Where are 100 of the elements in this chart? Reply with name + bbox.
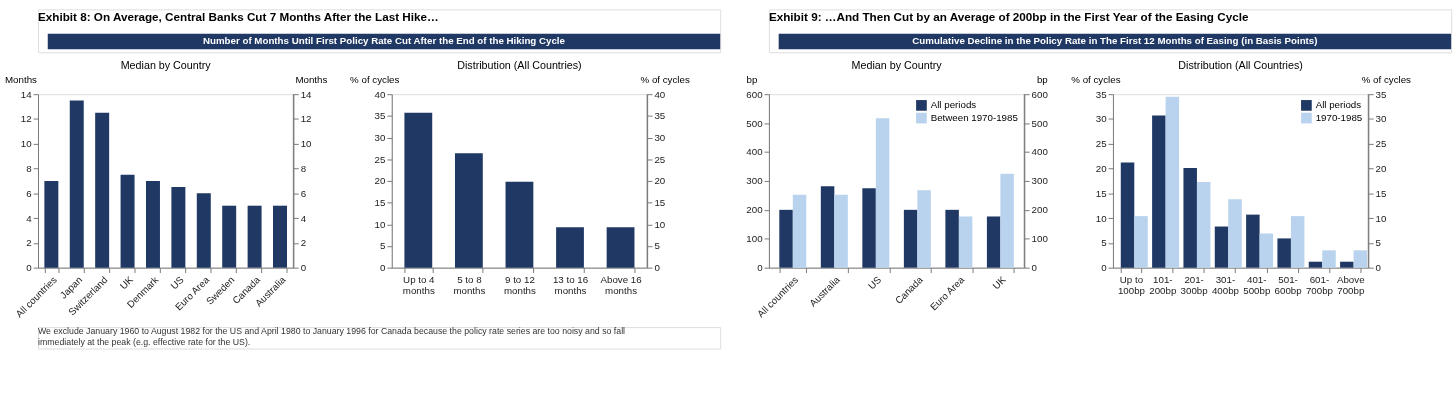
x-tick-label: 601-700bp [1305, 273, 1333, 297]
bar [875, 118, 890, 268]
y-tick-label: 14 [20, 88, 33, 100]
y2-tick-label: 200 [1031, 204, 1049, 216]
y-tick-label: 0 [26, 262, 33, 274]
y2-tick-label: 600 [1031, 88, 1049, 100]
y-tick-label: 200 [746, 204, 764, 216]
y2-tick-label: 30 [654, 131, 666, 143]
y2-tick-label: 400 [1031, 146, 1049, 158]
y2-tick-label: 100 [1031, 233, 1049, 245]
y-tick-label: 10 [374, 218, 387, 230]
bar [1120, 162, 1135, 268]
bar [1134, 216, 1148, 268]
x-tick-label: 13 to 16 months [552, 273, 589, 297]
bar [222, 205, 237, 268]
y2-tick-label: 30 [1375, 113, 1388, 125]
bar [820, 186, 835, 268]
y2-tick-label: 0 [654, 262, 661, 274]
x-tick-label: Above 700bp [1336, 273, 1365, 297]
x-tick-label: 201-300bp [1180, 273, 1208, 297]
x-tick-label: UK [990, 273, 1009, 292]
x-tick-label: 101-200bp [1149, 273, 1177, 297]
y2-axis-title: Months [295, 73, 328, 85]
bar [1196, 181, 1211, 268]
y-tick-label: 0 [1101, 262, 1108, 274]
x-tick-label: US [168, 273, 187, 292]
y2-tick-label: 10 [300, 138, 313, 150]
bar [1259, 233, 1274, 268]
y2-tick-label: 15 [1375, 187, 1387, 199]
bar [145, 180, 160, 268]
y-tick-label: 15 [1095, 187, 1107, 199]
chart-title: Median by Country [851, 58, 943, 71]
bar [1308, 261, 1323, 268]
y2-tick-label: 12 [300, 113, 312, 125]
y2-tick-label: 8 [300, 162, 307, 174]
y-tick-label: 5 [380, 240, 386, 252]
y-tick-label: 100 [746, 233, 764, 245]
y-tick-label: 20 [1095, 162, 1108, 174]
y2-tick-label: 500 [1031, 117, 1049, 129]
y2-tick-label: 20 [654, 175, 666, 187]
text: Number of Months Until First Policy Rate Cut After the End of the Hiking Cycle [202, 35, 566, 47]
bar [95, 112, 110, 268]
y-tick-label: 0 [380, 262, 387, 274]
bar [196, 193, 211, 268]
bar [917, 190, 931, 268]
y-tick-label: 10 [20, 138, 33, 150]
bar [273, 205, 287, 268]
x-tick-label: 9 to 12 months [503, 273, 537, 297]
y2-tick-label: 4 [300, 212, 307, 224]
x-tick-label: 5 to 8 months [453, 273, 486, 297]
y-tick-label: 30 [374, 131, 387, 143]
y-tick-label: 15 [374, 197, 386, 209]
y2-axis-title: % of cycles [1361, 73, 1412, 85]
bar [779, 209, 793, 268]
y2-tick-label: 14 [300, 88, 313, 100]
bar [1246, 214, 1260, 268]
legend-label: All periods [1315, 99, 1362, 111]
x-tick-label: Above 16 months [600, 273, 642, 297]
legend-label: All periods [930, 99, 977, 111]
y2-tick-label: 25 [654, 153, 666, 165]
y-tick-label: 400 [746, 146, 764, 158]
y2-tick-label: 20 [1375, 162, 1388, 174]
text: Cumulative Decline in the Policy Rate in The First 12 Months of Easing (in Basis Points) [912, 35, 1318, 47]
y2-tick-label: 40 [654, 88, 666, 100]
text: We exclude January 1960 to August 1982 for the US and April 1980 to January 1996 for Canada because the policy rate series are too noisy and so fall immediately at the peak (e.g. effective rate for the US). [38, 325, 626, 347]
legend-label: Between 1970-1985 [930, 111, 1018, 123]
bar [69, 100, 84, 268]
bar [247, 205, 262, 268]
bar [1000, 173, 1014, 268]
y2-tick-label: 5 [654, 240, 660, 252]
y-axis-title: bp [746, 73, 758, 85]
bar [834, 194, 848, 268]
x-tick-label: 401-500bp [1243, 273, 1271, 297]
chart-title: Distribution (All Countries) [1178, 58, 1303, 71]
x-tick-label: Up to 100bp [1117, 273, 1145, 297]
y2-tick-label: 2 [300, 237, 307, 249]
y2-tick-label: 0 [300, 262, 307, 274]
bar [505, 181, 534, 268]
bar [1322, 250, 1336, 268]
y-tick-label: 10 [1095, 212, 1108, 224]
bar [44, 180, 59, 268]
bar [1165, 96, 1180, 268]
y2-tick-label: 10 [1375, 212, 1388, 224]
bar [1214, 226, 1229, 268]
bar [862, 188, 876, 268]
y-tick-label: 25 [1095, 138, 1107, 150]
x-tick-label: Up to 4 months [402, 273, 436, 297]
bar [1183, 168, 1197, 268]
y2-axis-title: % of cycles [640, 73, 690, 85]
bar [1340, 261, 1354, 268]
y-tick-label: 0 [757, 262, 764, 274]
y2-tick-label: 0 [1375, 262, 1382, 274]
bar [556, 227, 584, 268]
y-tick-label: 2 [26, 237, 32, 249]
y2-tick-label: 300 [1031, 175, 1049, 187]
bar [945, 209, 959, 268]
bar [1277, 238, 1291, 268]
y2-tick-label: 35 [1375, 88, 1387, 100]
bar [120, 174, 135, 268]
bar [1353, 250, 1368, 268]
